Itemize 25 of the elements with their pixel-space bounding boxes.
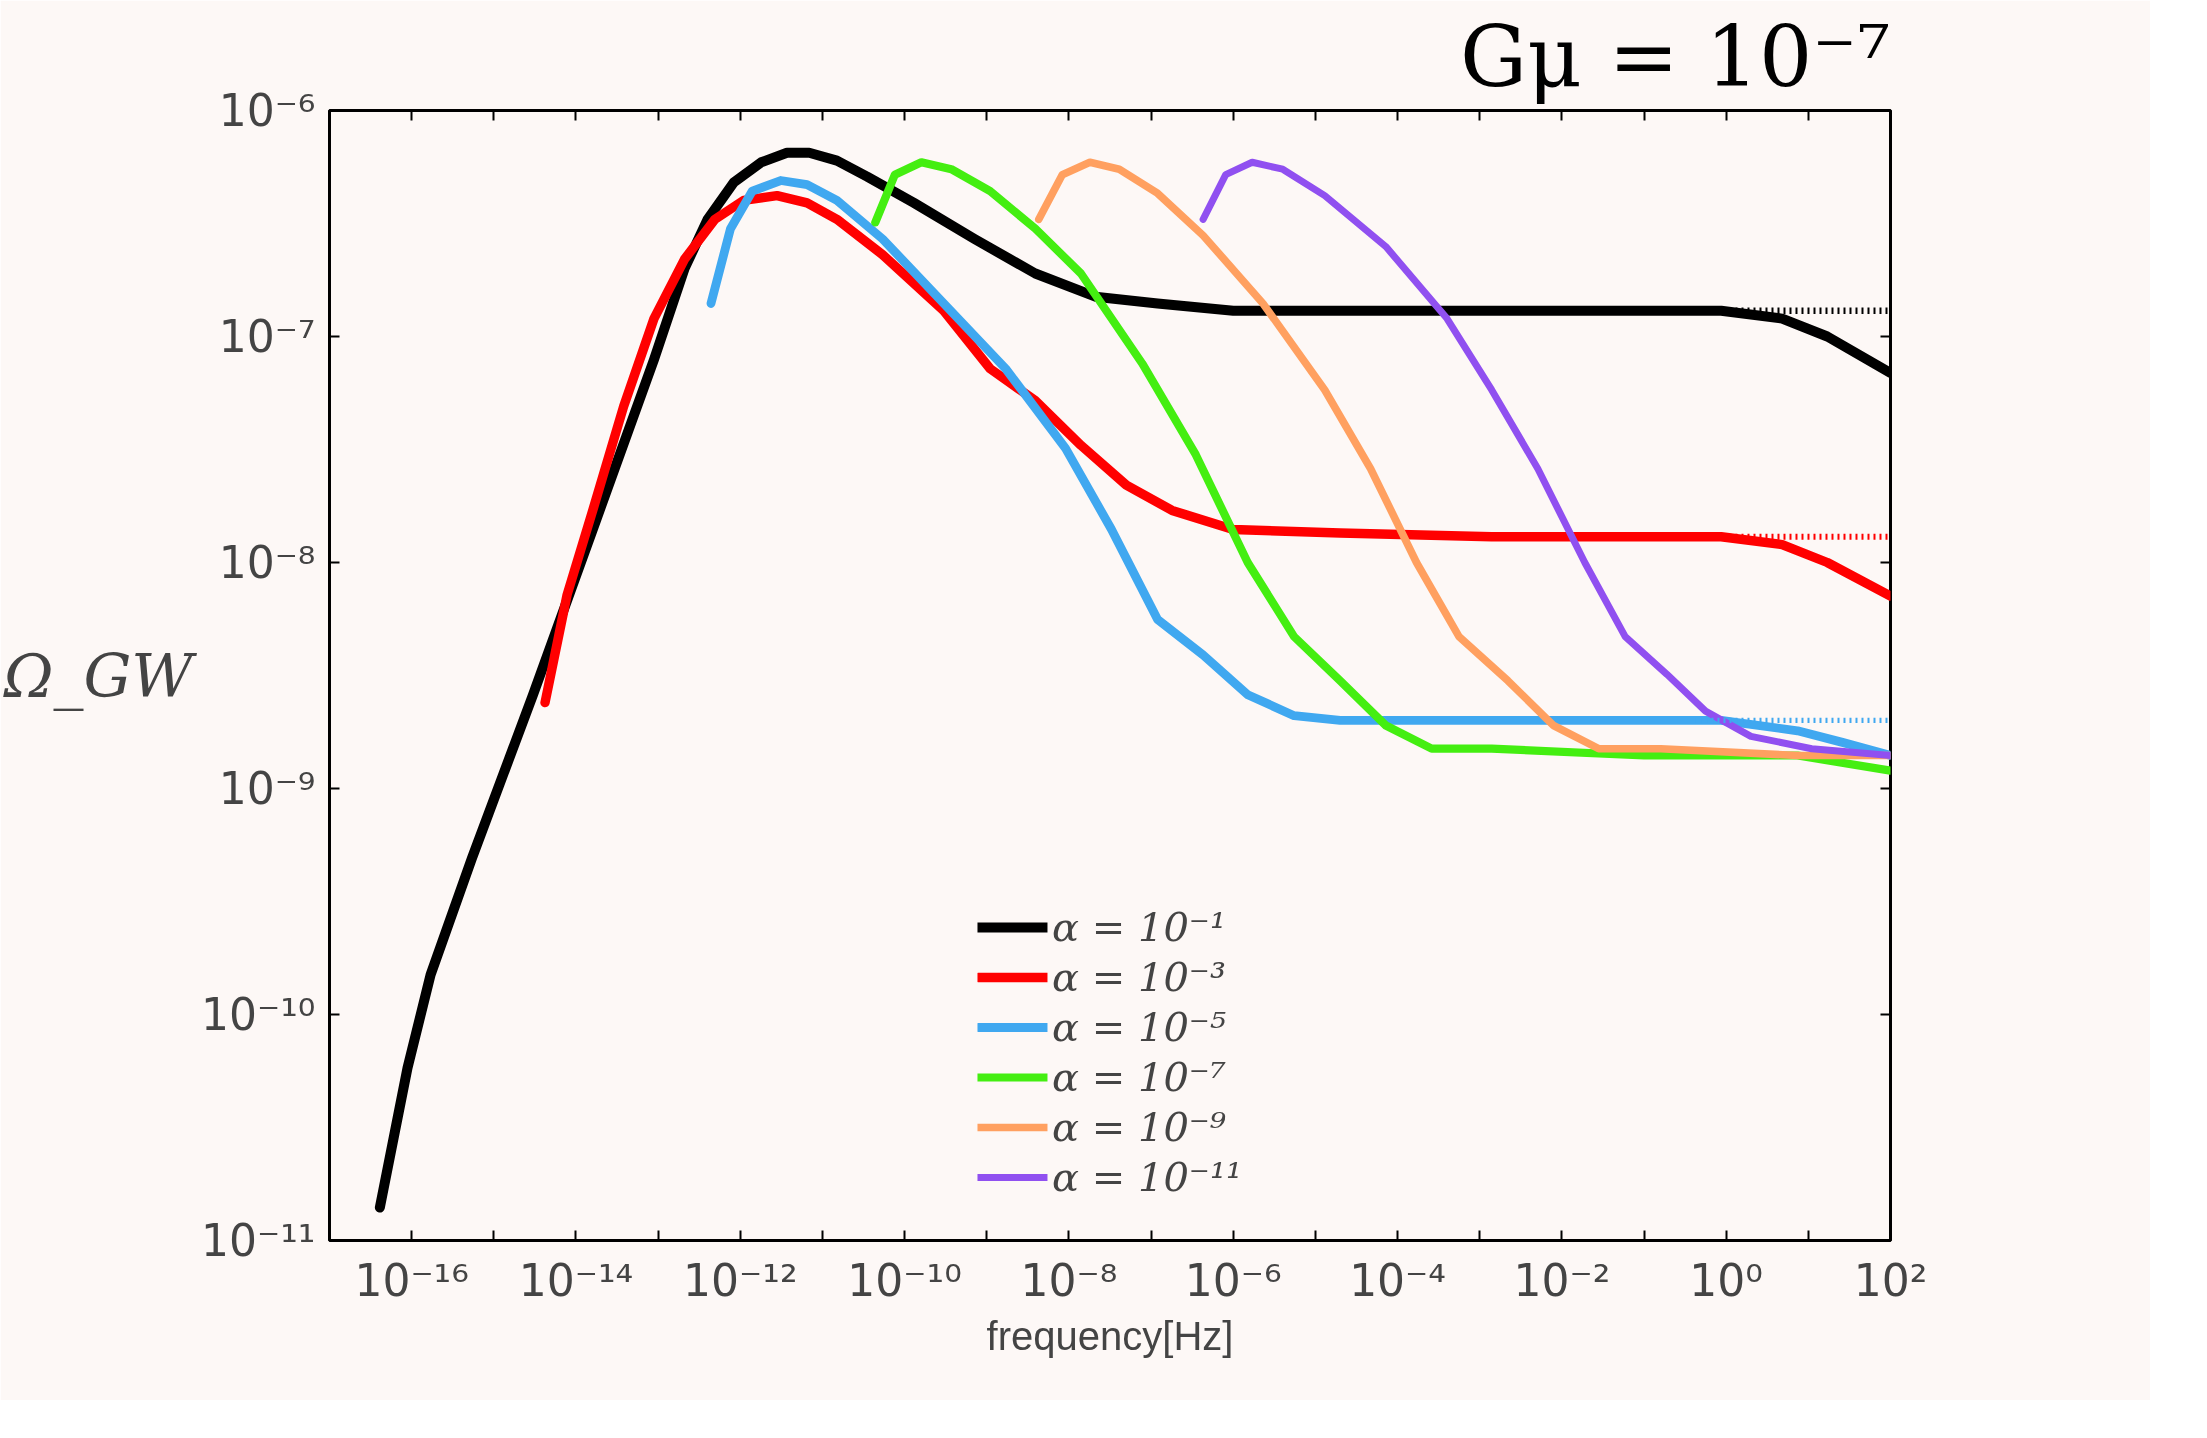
x-tick-label: 10⁻² (1513, 1254, 1611, 1306)
x-tick-label: 10⁻¹⁰ (847, 1254, 962, 1306)
legend-label: α = 10⁻¹¹ (1051, 1154, 1243, 1200)
x-tick-label: 10⁰ (1689, 1254, 1764, 1306)
x-tick-label: 10⁻⁴ (1349, 1254, 1446, 1306)
chart-title: Gμ = 10⁻⁷ (1460, 7, 1891, 106)
legend-label: α = 10⁻⁵ (1051, 1004, 1226, 1050)
x-tick-label: 10² (1853, 1254, 1928, 1306)
legend-label: α = 10⁻¹ (1051, 904, 1226, 950)
y-tick-label: 10⁻⁶ (218, 85, 316, 136)
legend-label: α = 10⁻⁹ (1051, 1104, 1226, 1150)
y-tick-label: 10⁻⁷ (218, 311, 316, 362)
y-tick-label: 10⁻¹¹ (201, 1215, 316, 1266)
x-axis-title: frequency[Hz] (986, 1313, 1234, 1358)
x-tick-label: 10⁻¹⁴ (518, 1254, 634, 1306)
y-axis-title: Ω_GW (2, 640, 198, 711)
legend-label: α = 10⁻⁷ (1051, 1054, 1226, 1100)
x-tick-label: 10⁻⁸ (1020, 1254, 1118, 1306)
legend-label: α = 10⁻³ (1051, 954, 1226, 1000)
y-tick-label: 10⁻⁸ (218, 537, 316, 588)
x-tick-label: 10⁻¹⁶ (354, 1254, 469, 1306)
y-tick-label: 10⁻⁹ (218, 763, 316, 814)
y-tick-label: 10⁻¹⁰ (201, 989, 316, 1040)
x-tick-label: 10⁻⁶ (1184, 1254, 1282, 1306)
x-tick-label: 10⁻¹² (683, 1254, 798, 1306)
